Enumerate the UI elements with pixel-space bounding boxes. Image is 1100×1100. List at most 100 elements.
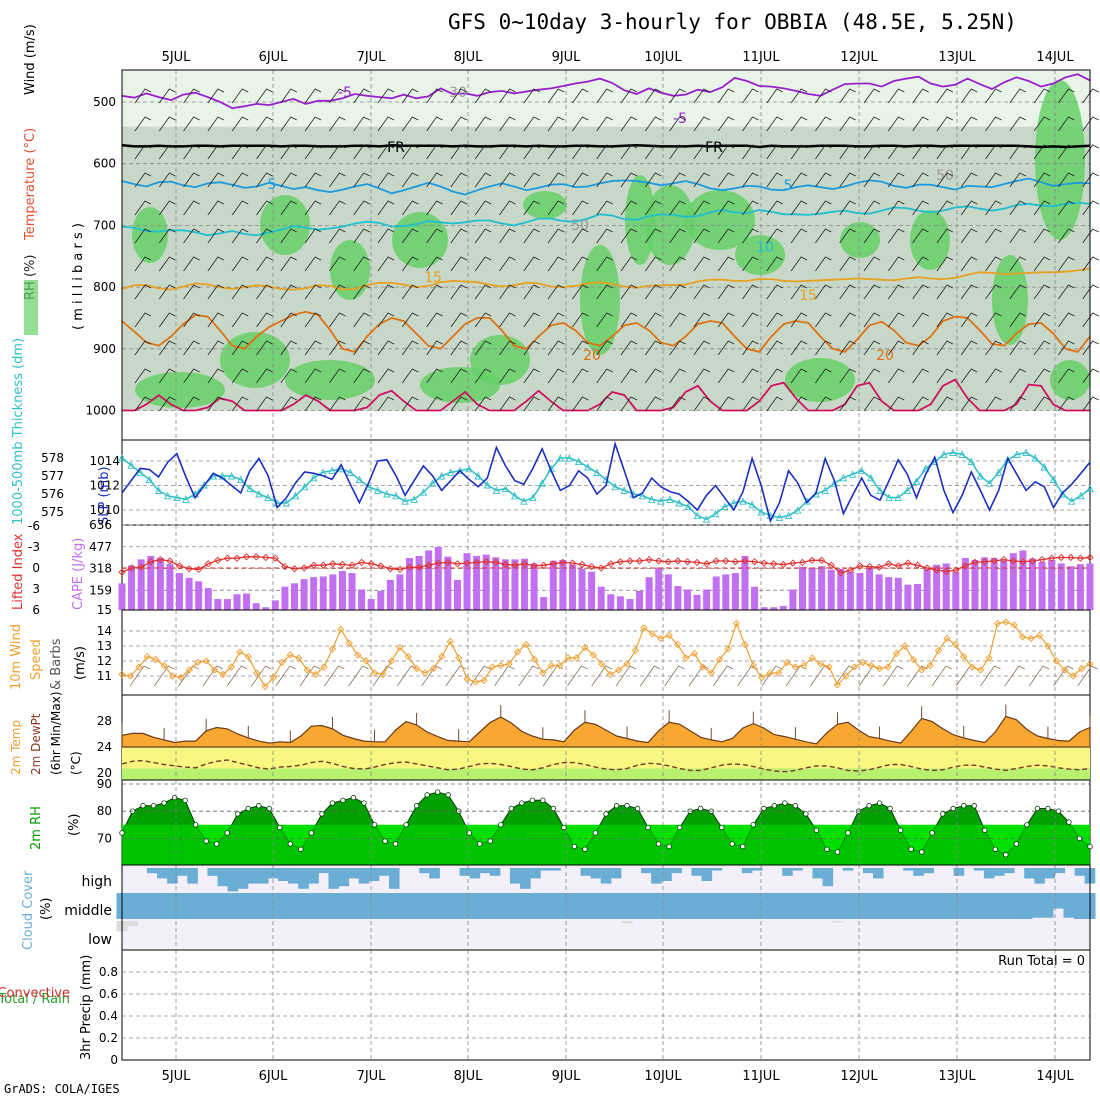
cloud-high-bar [872,868,884,879]
wind-barb [1058,284,1075,300]
wind10m-barb [980,665,1001,687]
cloud-high-bar [822,868,834,887]
wind10m-marker [926,661,934,670]
wind-barb [912,368,929,384]
wind-barb [960,172,978,188]
cape-bar [185,577,193,610]
wind-barb [304,172,322,188]
cape-bar [798,566,806,610]
wind-barb [256,228,273,244]
wind-barb [231,256,249,272]
wind-barb [644,200,662,216]
wind10m-marker [690,649,699,658]
wind-barb [547,144,565,160]
wind10m-marker [985,654,993,662]
rh2m-marker [571,843,578,850]
rh2m-ylabel-text: 2m RH [29,806,44,850]
wind-barb [183,116,200,132]
lifted-index-marker [750,558,759,566]
wind-barb [620,340,638,356]
wind10m-barb [591,665,612,687]
cloud-high-bar [157,868,168,879]
lifted-index-marker [377,562,385,570]
rh2m-marker [1045,805,1051,812]
rh2m-marker [256,803,262,809]
cape-bar [473,555,481,610]
wind-barb [304,256,322,272]
wind-barb [377,256,395,272]
wind-barb [231,88,249,104]
wind-barb [377,312,395,328]
wind-barb [912,396,929,412]
rh2m-ylabel: 2m RH [29,806,44,850]
rh-moist-area [580,245,620,355]
wind-barb [401,340,419,356]
wind10m-marker [497,661,505,670]
rh2m-marker [403,822,409,828]
wind10m-barb [1077,665,1098,687]
wind-barb [790,88,808,104]
wind-barb [742,172,759,188]
cloud-middle-bar [158,893,170,919]
wind-barb [766,256,783,272]
wind10m-marker [598,660,606,668]
wind10m-marker [766,669,774,677]
lifted-index-marker [971,558,979,567]
lifted-index-marker [645,555,653,564]
wind-barb [742,144,759,160]
cloud-middle-bar [253,893,265,919]
thickness-marker [118,453,126,462]
wind-barb [183,312,200,328]
thickness-marker [145,475,154,484]
rh2m-marker [477,841,483,847]
cloud-middle-bar [853,893,865,919]
cloud-middle-bar [421,893,433,919]
cape-bar [875,574,883,610]
cape-bar [1086,563,1094,610]
cloud-middle-bar [284,893,296,919]
thickness-marker [465,464,473,473]
wind-barb [839,116,856,132]
rh2m-marker [1003,852,1009,858]
cloud-high-bar [318,868,329,874]
wind10m-barb [178,665,199,687]
wind-barb [377,172,395,188]
wind-barb [742,88,759,104]
slp-tick-label: 1012 [89,479,120,493]
bottom-day-label: 6JUL [259,1069,289,1084]
wind10m-marker [295,654,303,662]
wind-barb [450,368,468,384]
wind-barb [183,340,200,356]
lifted-index-marker [175,562,184,570]
wind-barb [183,368,200,384]
wind-barb [912,200,929,216]
cloud-level-label: middle [64,903,112,919]
rh2m-marker [961,803,967,809]
wind-barb [353,88,370,104]
cloud-middle-bar [474,893,486,919]
lifted-index-marker [1048,554,1056,562]
wind-barb [985,116,1002,132]
wind-barb [620,368,638,384]
rh2m-marker [308,830,315,836]
wind-barb [183,88,200,104]
thickness-marker [501,484,510,493]
cape-bar [367,599,375,610]
top-day-label: 8JUL [454,50,484,65]
rh2m-tick-label: 80 [97,804,112,818]
wind-barb [790,200,808,216]
wind10m-barb [129,665,151,687]
cape-bar [214,599,222,610]
cape-bar [741,555,749,610]
wind-barb [936,256,954,272]
wind-barb [329,340,346,356]
cloud-high-bar [1004,868,1015,874]
cloud-high-bar [661,868,672,881]
wind10m-marker [539,669,547,677]
cloud-middle-bar [505,893,517,919]
cape-bar [568,564,576,610]
cloud-middle-bar [137,893,149,919]
cloud-high-bar [469,868,481,879]
rh2m-marker [719,824,725,831]
wind10m-marker [202,657,210,665]
